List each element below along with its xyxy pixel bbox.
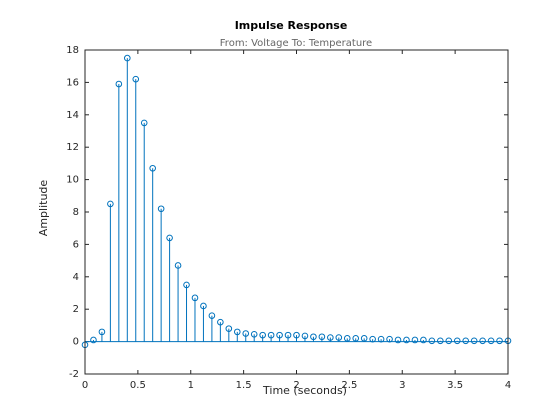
y-tick-label: 2 [73,304,79,315]
x-tick-label: 2 [293,380,299,391]
stem-marker [318,333,326,341]
stem-marker [479,337,486,345]
y-tick-label: -2 [69,369,79,380]
stem-marker [360,335,368,342]
stem-marker [453,337,461,345]
stem-marker [470,337,478,345]
stem-marker [327,334,334,341]
stem-marker [208,312,216,319]
stem-marker [411,336,419,344]
stem-marker [352,335,360,342]
stem-marker [428,337,436,345]
stem-marker [242,330,250,337]
stem-marker [394,336,402,344]
x-tick-label: 0 [82,380,88,391]
stem-marker [98,328,106,336]
stem-marker [200,302,207,310]
stem-marker [293,331,300,339]
stem-marker [90,336,97,344]
stem-marker [462,337,470,345]
stem-marker [157,205,165,213]
stem-marker [115,80,123,88]
stem-marker [276,331,283,339]
stem-marker [149,164,156,172]
stem-marker [174,262,182,269]
y-tick-label: 0 [73,337,79,348]
stem-marker [335,334,343,341]
stem-marker [386,335,393,343]
stem-marker [183,281,190,289]
y-tick-label: 4 [73,272,79,283]
y-tick-label: 8 [73,207,79,218]
x-axis-label: Time (seconds) [262,384,347,397]
stem-marker [377,335,385,343]
y-tick-label: 10 [66,175,79,186]
x-tick-label: 0.5 [130,380,146,391]
x-tick-label: 3.5 [447,380,463,391]
y-axis-label: Amplitude [37,180,50,237]
stem-marker [420,336,427,344]
stem-marker [132,75,140,83]
stem-marker [284,331,292,339]
stem-marker [301,332,309,340]
stem-marker [267,331,275,339]
chart-title: Impulse Response [235,19,348,32]
stem-marker [250,331,258,338]
chart-subtitle: From: Voltage To: Temperature [220,38,372,49]
stem-marker [124,54,131,62]
stem-marker [140,119,148,127]
x-tick-label: 4 [505,380,511,391]
axes-box [84,49,509,375]
y-tick-label: 14 [66,110,79,121]
stem-marker [437,337,444,345]
stem-marker [310,333,317,341]
x-tick-label: 1 [188,380,194,391]
stem-marker [225,325,233,332]
stem-marker [496,337,503,345]
stem-marker [191,294,199,302]
stem-marker [487,337,495,345]
x-tick-label: 2.5 [341,380,357,391]
stem-marker [259,331,266,339]
x-tick-label: 3 [399,380,405,391]
y-tick-label: 16 [66,77,79,88]
stem-marker [343,335,351,342]
stem-marker [233,328,241,336]
y-tick-label: 12 [66,142,79,153]
stem-marker [403,336,410,344]
x-tick-label: 1.5 [236,380,252,391]
stem-marker [369,335,376,343]
stem-marker [166,234,173,242]
y-tick-label: 18 [66,45,79,56]
stem-marker [217,318,224,326]
stem-marker [107,200,114,208]
stem-marker [445,337,453,345]
y-tick-label: 6 [73,239,79,250]
